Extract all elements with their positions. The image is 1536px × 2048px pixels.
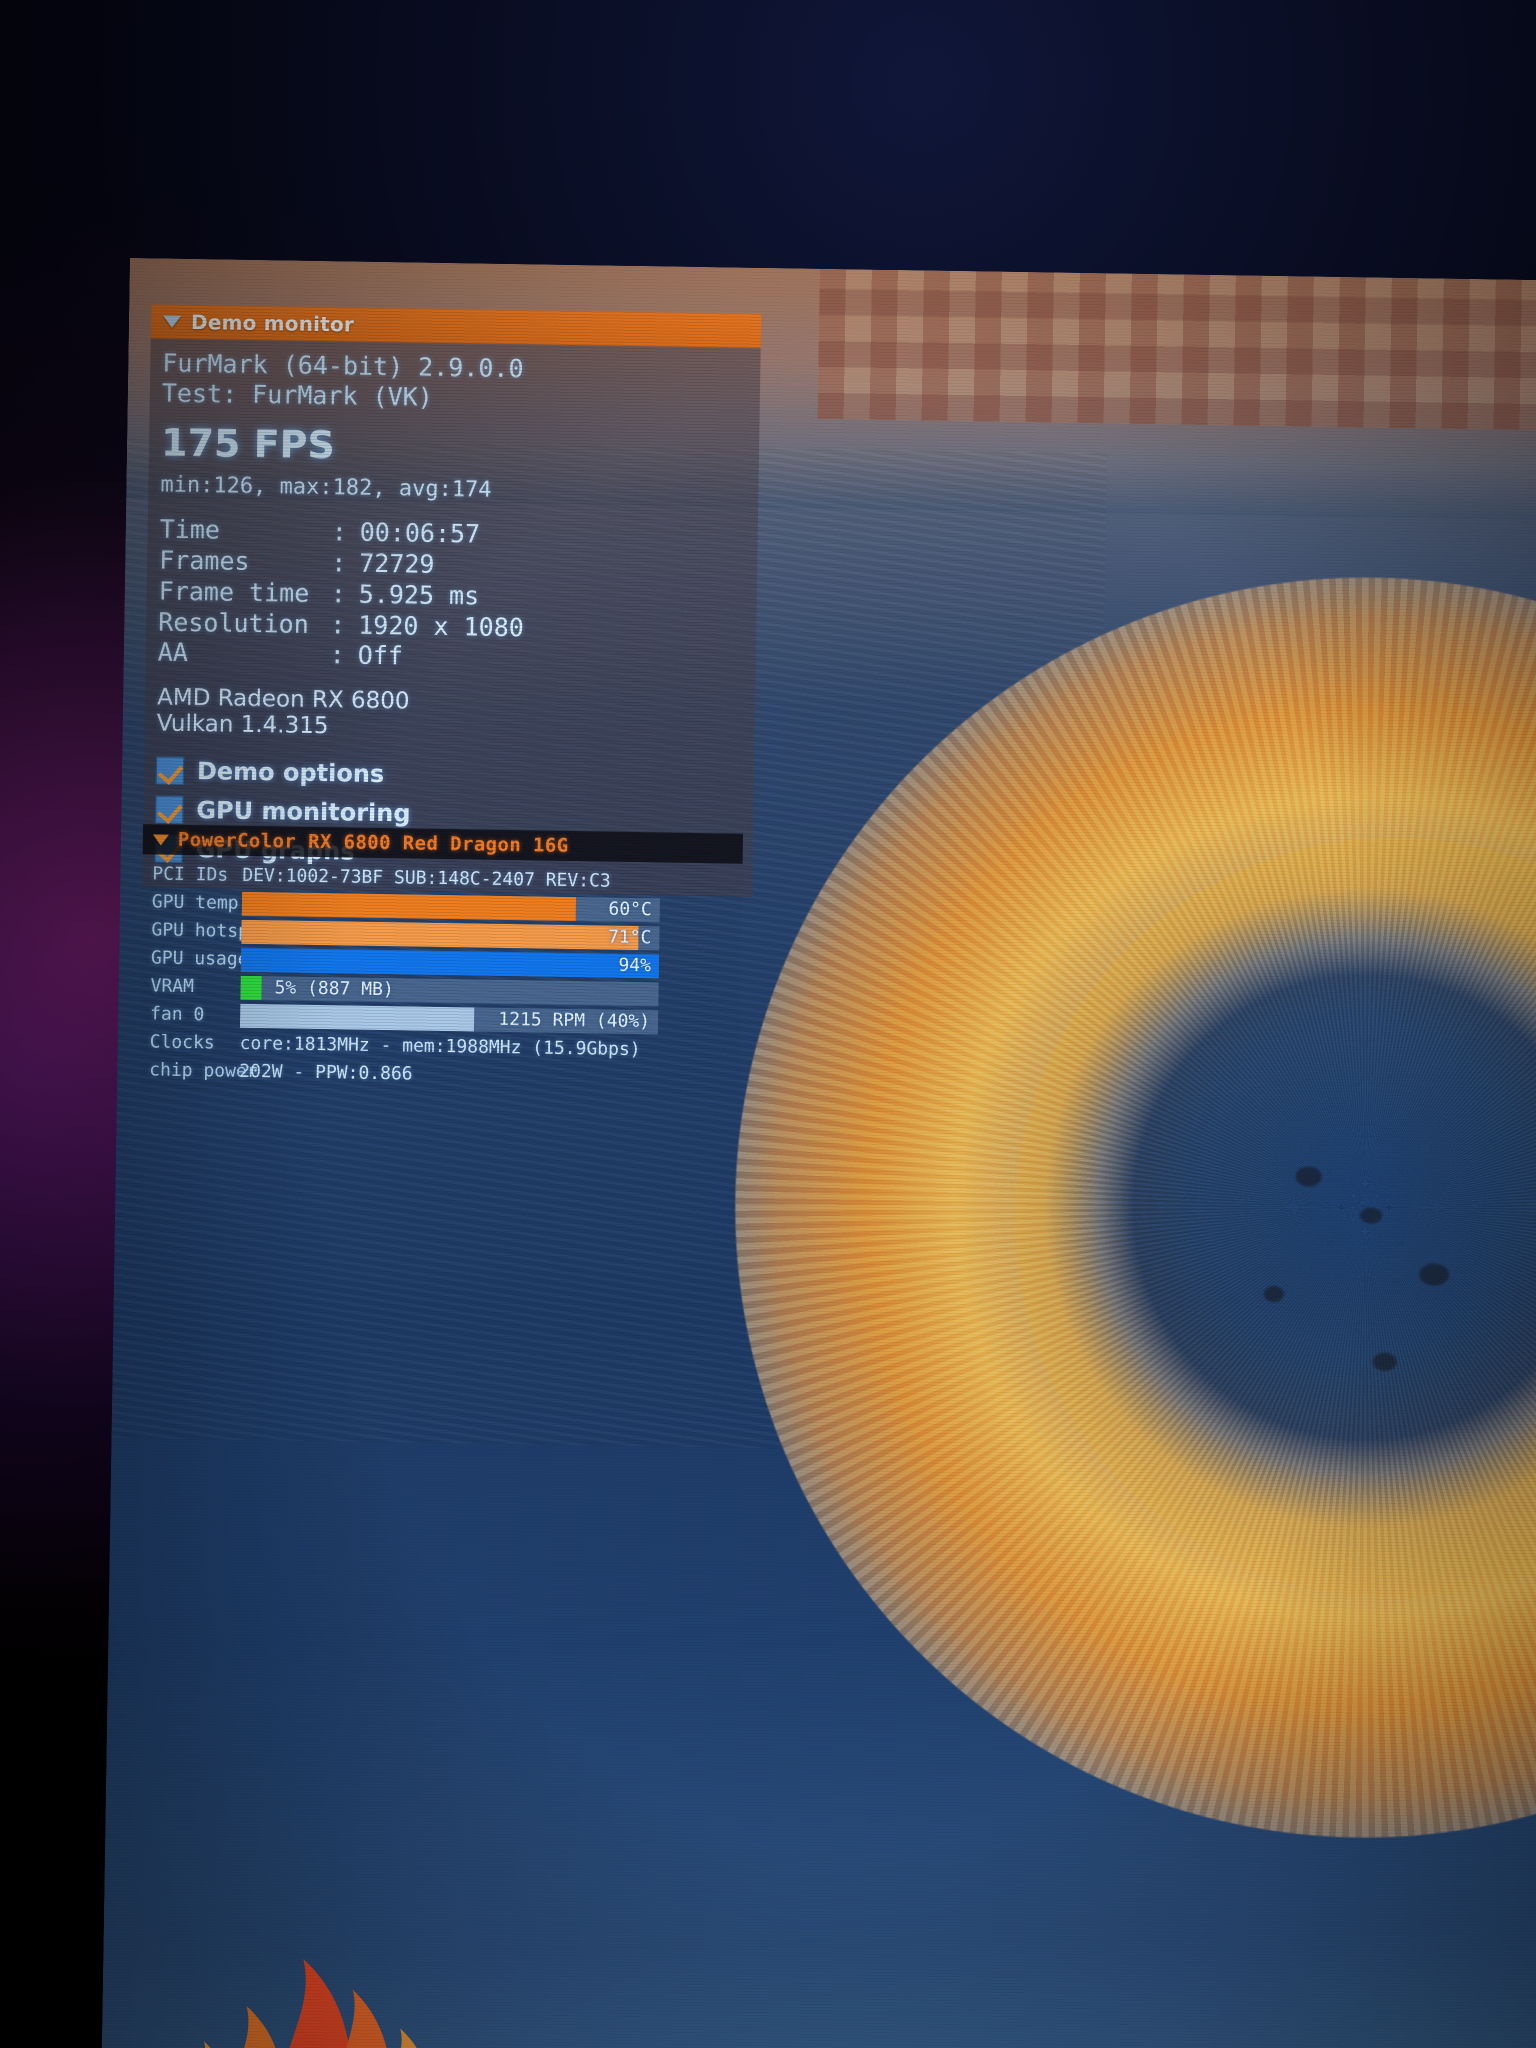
fur-speck bbox=[1359, 1207, 1383, 1224]
bar-fill bbox=[241, 919, 639, 950]
stat-key: Frames bbox=[159, 545, 250, 577]
bar-value-label: 71°C bbox=[607, 926, 652, 949]
bar-fill bbox=[241, 891, 577, 921]
fps-minmaxavg: min:126, max:182, avg:174 bbox=[160, 472, 492, 503]
stat-sep: : bbox=[329, 640, 346, 670]
row-label: GPU usage bbox=[150, 947, 249, 970]
demo-monitor-title: Demo monitor bbox=[190, 309, 355, 337]
bar-value-label: 5% (887 MB) bbox=[274, 977, 394, 1001]
gpu-panel-title: PowerColor RX 6800 Red Dragon 16G bbox=[177, 828, 569, 857]
bar-value-label: 1215 RPM (40%) bbox=[498, 1008, 651, 1033]
row-value: core:1813MHz - mem:1988MHz (15.9Gbps) bbox=[239, 1032, 641, 1061]
stat-value: 5.925 ms bbox=[358, 579, 480, 611]
furmark-render-checker bbox=[817, 268, 1536, 432]
gpu-panel-body: PCI IDs DEV:1002-73BF SUB:148C-2407 REV:… bbox=[139, 854, 743, 1097]
checkbox-demo-options[interactable]: Demo options bbox=[155, 756, 742, 794]
row-label: fan 0 bbox=[149, 1003, 205, 1026]
checkbox-label: Demo options bbox=[196, 757, 385, 789]
demo-monitor-panel: Demo monitor FurMark (64-bit) 2.9.0.0 Te… bbox=[142, 304, 762, 897]
monitor-screen: Demo monitor FurMark (64-bit) 2.9.0.0 Te… bbox=[100, 258, 1536, 2048]
triangle-down-icon[interactable] bbox=[162, 315, 182, 328]
stat-value: 72729 bbox=[359, 548, 435, 579]
gpu-usage-bar: 94% bbox=[240, 947, 660, 978]
gpu-vram-bar: 5% (887 MB) bbox=[240, 975, 659, 1006]
checkmark-icon[interactable] bbox=[155, 795, 184, 825]
stat-key: Time bbox=[159, 514, 221, 545]
gpu-hotspot-bar: 71°C bbox=[241, 919, 660, 950]
row-label: GPU temp bbox=[151, 891, 239, 914]
bar-value-label: 60°C bbox=[608, 898, 652, 921]
stats-table: Time : 00:06:57 Frames : 72729 Frame tim… bbox=[158, 515, 746, 678]
row-label: GPU hotspot bbox=[151, 919, 271, 943]
checkbox-label: GPU monitoring bbox=[196, 796, 411, 828]
row-label: VRAM bbox=[150, 975, 195, 998]
gpu-temp-bar: 60°C bbox=[241, 891, 661, 922]
bar-fill bbox=[240, 975, 262, 1000]
fur-speck bbox=[1263, 1285, 1284, 1303]
row-label: chip power bbox=[149, 1059, 258, 1083]
stat-value: 1920 x 1080 bbox=[358, 610, 525, 642]
row-value: 202W - PPW:0.866 bbox=[239, 1060, 413, 1085]
gpu-fan-bar: 1215 RPM (40%) bbox=[239, 1003, 659, 1034]
checkmark-icon[interactable] bbox=[155, 756, 185, 786]
fur-speck bbox=[1419, 1263, 1450, 1286]
fur-speck bbox=[1372, 1352, 1397, 1372]
stat-key: Frame time bbox=[158, 576, 310, 608]
stat-sep: : bbox=[331, 517, 348, 547]
fur-speck bbox=[1295, 1166, 1322, 1187]
demo-monitor-body: FurMark (64-bit) 2.9.0.0 Test: FurMark (… bbox=[142, 338, 761, 897]
bar-value-label: 94% bbox=[618, 954, 652, 977]
stat-sep: : bbox=[330, 579, 347, 609]
fps-readout: 175 FPS bbox=[160, 420, 336, 468]
stat-key: AA bbox=[157, 637, 189, 668]
flame-logo-icon bbox=[193, 1958, 441, 2048]
stat-sep: : bbox=[331, 548, 347, 578]
row-label: Clocks bbox=[149, 1031, 215, 1054]
bar-fill bbox=[239, 1003, 475, 1031]
stat-value: 00:06:57 bbox=[359, 518, 481, 549]
row-value: DEV:1002-73BF SUB:148C-2407 REV:C3 bbox=[242, 864, 611, 892]
stat-sep: : bbox=[330, 609, 346, 640]
stat-key: Resolution bbox=[158, 607, 310, 639]
gpu-monitoring-panel: PowerColor RX 6800 Red Dragon 16G PCI ID… bbox=[138, 824, 744, 1098]
row-label: PCI IDs bbox=[152, 863, 229, 886]
triangle-down-icon[interactable] bbox=[152, 833, 169, 846]
bar-fill bbox=[240, 947, 660, 978]
stat-value: Off bbox=[357, 641, 404, 671]
